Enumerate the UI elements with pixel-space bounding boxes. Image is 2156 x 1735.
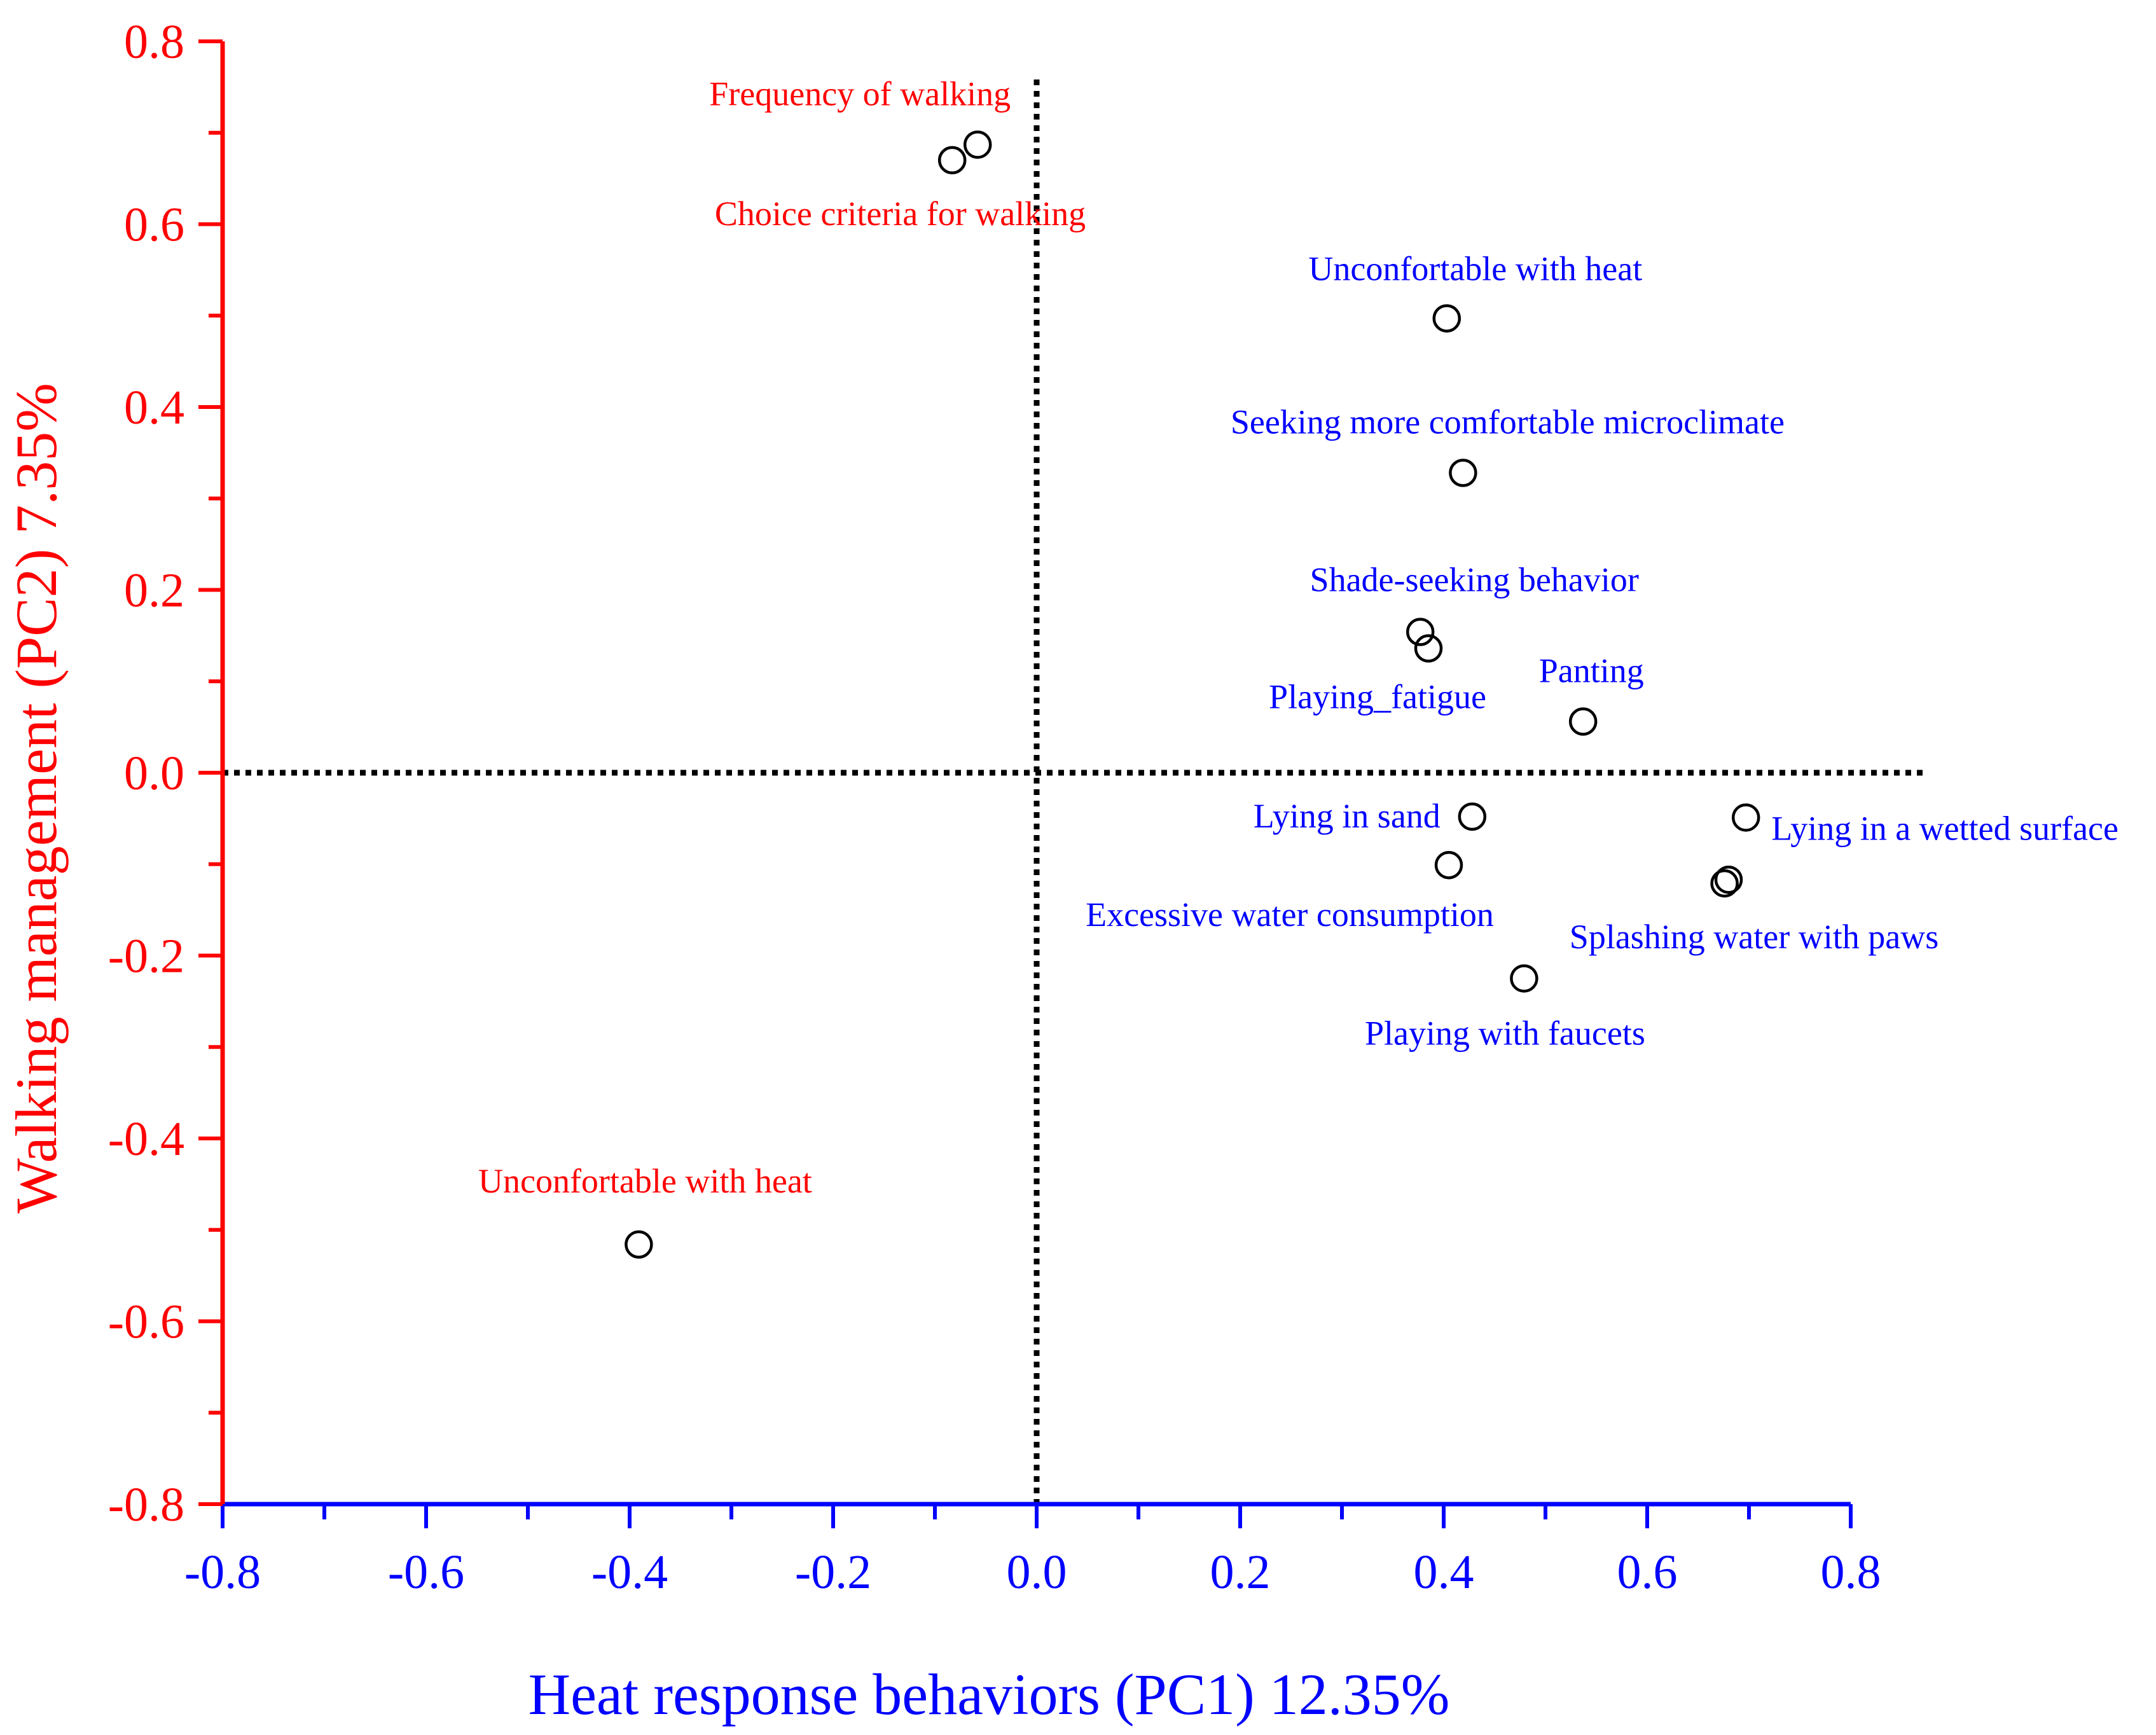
data-point-label: Excessive water consumption xyxy=(1086,895,1494,934)
y-tick-label: -0.8 xyxy=(108,1478,184,1531)
x-tick-label: 0.4 xyxy=(1414,1545,1474,1599)
data-point-label: Unconfortable with heat xyxy=(1308,250,1642,288)
data-point-label: Frequency of walking xyxy=(709,74,1011,113)
data-point-label: Seeking more comfortable microclimate xyxy=(1231,403,1785,441)
data-point-marker xyxy=(1710,869,1739,898)
data-point-marker xyxy=(1406,618,1435,646)
x-axis-title: Heat response behaviors (PC1) 12.35% xyxy=(529,1662,1450,1727)
data-point-marker xyxy=(1414,634,1443,663)
y-tick-label: 0.2 xyxy=(124,564,184,618)
x-tick-label: -0.2 xyxy=(795,1545,871,1599)
y-tick-label: -0.4 xyxy=(108,1112,184,1166)
data-point-marker xyxy=(963,130,992,159)
data-point-label: Unconfortable with heat xyxy=(478,1162,812,1200)
data-point-label: Splashing water with paws xyxy=(1570,918,1938,956)
data-point-label: Shade-seeking behavior xyxy=(1310,561,1639,599)
y-tick-label: 0.6 xyxy=(124,198,184,252)
x-tick-label: -0.8 xyxy=(184,1545,261,1599)
data-point-label: Playing with faucets xyxy=(1365,1014,1645,1052)
data-point-marker xyxy=(1510,964,1538,993)
reference-lines xyxy=(223,79,1927,1504)
x-tick-label: -0.4 xyxy=(591,1545,668,1599)
data-point-label: Lying in sand xyxy=(1254,797,1441,835)
data-point-label: Playing_fatigue xyxy=(1269,678,1486,716)
x-tick-label: 0.8 xyxy=(1821,1545,1881,1599)
data-point-marker xyxy=(1568,707,1598,736)
data-point-marker xyxy=(1714,865,1743,894)
y-tick-label: -0.6 xyxy=(108,1296,184,1349)
data-point-label: Panting xyxy=(1539,652,1644,690)
data-point-marker xyxy=(1432,304,1462,333)
data-point-marker xyxy=(1458,802,1487,831)
y-tick-label: 0.0 xyxy=(124,747,184,800)
x-tick-label: 0.2 xyxy=(1210,1545,1271,1599)
y-axis-title: Walking management (PC2) 7.35% xyxy=(4,383,69,1213)
y-tick-label: -0.2 xyxy=(108,930,184,983)
x-tick-label: 0.0 xyxy=(1007,1545,1067,1599)
data-point-marker xyxy=(1434,850,1463,880)
y-tick-label: 0.8 xyxy=(124,15,184,69)
data-point-marker xyxy=(937,146,967,175)
data-point-marker xyxy=(1449,459,1477,487)
data-point-marker xyxy=(1731,803,1760,832)
data-point-marker xyxy=(625,1230,653,1259)
data-point-label: Choice criteria for walking xyxy=(715,195,1086,233)
y-tick-label: 0.4 xyxy=(124,381,184,434)
data-point-label: Lying in a wetted surface xyxy=(1771,809,2118,847)
x-tick-label: 0.6 xyxy=(1617,1545,1678,1599)
x-tick-label: -0.6 xyxy=(388,1545,464,1599)
axes: -0.8 -0.6 -0.4 -0.2 0.0 0.2 0.4 0.6 0.8 0.8 0.6 0.4… xyxy=(108,15,1881,1599)
data-points: Frequency of walking Choice criteria for … xyxy=(478,74,2118,1259)
